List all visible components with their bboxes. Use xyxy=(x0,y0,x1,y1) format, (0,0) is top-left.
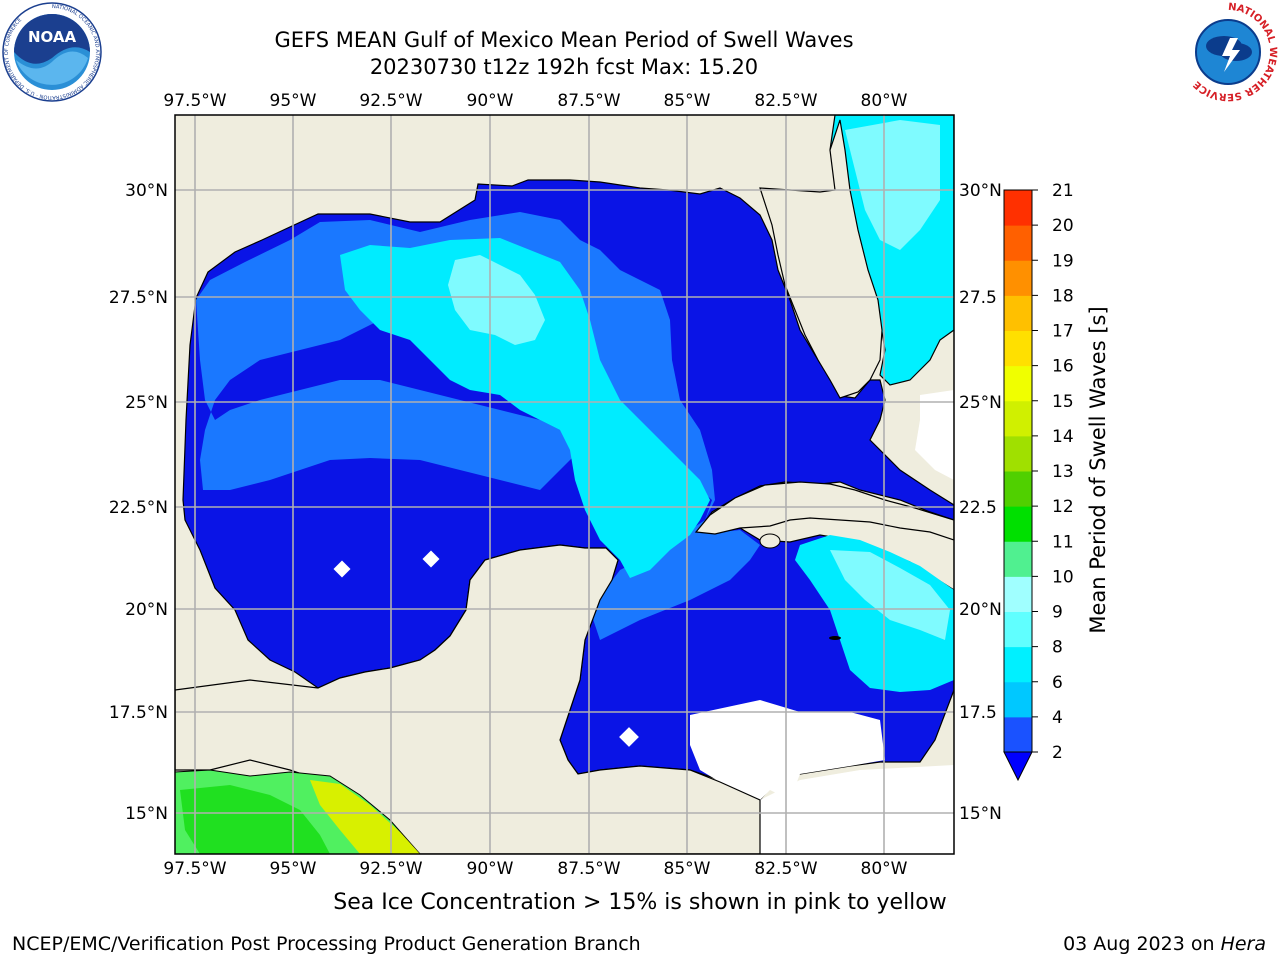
colorbar-segment xyxy=(1004,190,1032,226)
atlantic-light-zone xyxy=(845,120,940,250)
no-data-spot xyxy=(619,727,639,747)
colorbar-tick-label: 9 xyxy=(1052,603,1063,623)
lat-label-left: 20°N xyxy=(125,600,168,620)
no-data-caribbean xyxy=(690,700,885,800)
colorbar-segment xyxy=(1004,330,1032,367)
lon-label-top: 82.5°W xyxy=(754,91,817,111)
lat-label-left: 25°N xyxy=(125,393,168,413)
map-area xyxy=(175,115,954,854)
colorbar-tick-label: 11 xyxy=(1052,532,1074,552)
lat-label-right: 15°N xyxy=(959,804,1002,824)
lat-label-left: 30°N xyxy=(125,181,168,201)
lat-label-right: 17.5 xyxy=(959,703,997,723)
issue-date: 03 Aug 2023 on Hera xyxy=(1063,933,1266,955)
colorbar-segment xyxy=(1004,365,1032,402)
colorbar-segment xyxy=(1004,225,1032,261)
colorbar-tick-label: 15 xyxy=(1052,392,1074,412)
colorbar-tick-label: 2 xyxy=(1052,743,1063,763)
swell-zone-2-4s xyxy=(196,212,760,640)
pacific-swell-zone-yellow xyxy=(310,780,420,854)
colorbar-tick-label: 14 xyxy=(1052,427,1074,447)
lon-label-top: 90°W xyxy=(467,91,514,111)
colorbar-tick-label: 16 xyxy=(1052,357,1074,377)
lon-label-bottom: 90°W xyxy=(467,859,514,879)
lon-label-bottom: 82.5°W xyxy=(754,859,817,879)
isle-of-youth xyxy=(759,533,781,549)
colorbar-segment xyxy=(1004,541,1032,577)
issue-host: Hera xyxy=(1220,933,1266,955)
colorbar-tick-label: 21 xyxy=(1052,181,1074,201)
noaa-logo-text: NOAA xyxy=(28,28,77,46)
noaa-logo: NOAA NATIONAL OCEANIC AND ATMOSPHERIC AD… xyxy=(2,2,102,102)
cayman-island xyxy=(829,636,841,640)
lon-label-top: 87.5°W xyxy=(557,91,620,111)
colorbar-tick-label: 20 xyxy=(1052,216,1074,236)
lat-label-left: 15°N xyxy=(125,804,168,824)
swell-zone-4-6s xyxy=(340,238,710,578)
chart-title: GEFS MEAN Gulf of Mexico Mean Period of … xyxy=(274,28,854,52)
lat-label-left: 22.5°N xyxy=(109,498,168,518)
lon-label-bottom: 97.5°W xyxy=(163,859,226,879)
colorbar-segment xyxy=(1004,681,1032,718)
lat-label-right: 27.5 xyxy=(959,288,997,308)
colorbar-segment xyxy=(1004,611,1032,648)
lat-label-right: 25°N xyxy=(959,393,1002,413)
lat-label-right: 30°N xyxy=(959,181,1002,201)
lat-label-right: 20°N xyxy=(959,600,1002,620)
colorbar: 2 4 6 8 9 10 11 12 13 14 15 16 17 18 19 20 21 xyxy=(1003,181,1074,782)
axis-labels: 97.5°W 97.5°W 95°W 95°W 92.5°W 92.5°W 90°W 90°W… xyxy=(109,91,1002,879)
lon-label-top: 97.5°W xyxy=(163,91,226,111)
no-data-spot xyxy=(422,550,440,568)
issue-date-text: 03 Aug 2023 on xyxy=(1063,933,1215,955)
colorbar-extend-arrow xyxy=(1003,751,1033,782)
cuba-land xyxy=(694,481,954,541)
lon-label-top: 80°W xyxy=(861,91,908,111)
swell-zone-6-8s xyxy=(448,255,545,345)
map-gridlines xyxy=(175,115,954,854)
nws-logo: NATIONAL WEATHER SERVICE xyxy=(1179,2,1278,102)
colorbar-tick-label: 4 xyxy=(1052,708,1063,728)
sea-ice-note: Sea Ice Concentration > 15% is shown in … xyxy=(333,890,947,915)
colorbar-tick-label: 12 xyxy=(1052,497,1074,517)
no-data-east xyxy=(915,390,954,480)
map-frame xyxy=(174,114,955,855)
lat-label-right: 22.5 xyxy=(959,498,997,518)
caribbean-light-zone xyxy=(830,550,950,640)
colorbar-tick-label: 10 xyxy=(1052,567,1074,587)
credit-text: NCEP/EMC/Verification Post Processing Pr… xyxy=(12,933,641,955)
colorbar-segment xyxy=(1004,435,1032,472)
lon-label-bottom: 80°W xyxy=(861,859,908,879)
no-data-southeast xyxy=(760,765,954,854)
colorbar-segment xyxy=(1004,260,1032,296)
lat-label-left: 17.5°N xyxy=(109,703,168,723)
colorbar-segment xyxy=(1004,506,1032,542)
colorbar-tick-label: 6 xyxy=(1052,673,1063,693)
lon-label-bottom: 95°W xyxy=(270,859,317,879)
colorbar-tick-label: 8 xyxy=(1052,638,1063,658)
lon-label-top: 85°W xyxy=(664,91,711,111)
lon-label-bottom: 92.5°W xyxy=(359,859,422,879)
lon-label-bottom: 87.5°W xyxy=(557,859,620,879)
colorbar-segment xyxy=(1004,716,1032,753)
colorbar-label: Mean Period of Swell Waves [s] xyxy=(1086,306,1110,633)
colorbar-tick-label: 13 xyxy=(1052,462,1074,482)
colorbar-segment xyxy=(1004,295,1032,331)
colorbar-segment xyxy=(1004,646,1032,683)
lat-label-left: 27.5°N xyxy=(109,288,168,308)
florida-land xyxy=(759,119,883,399)
lon-label-top: 95°W xyxy=(270,91,317,111)
colorbar-tick-label: 18 xyxy=(1052,286,1074,306)
lon-label-bottom: 85°W xyxy=(664,859,711,879)
caribbean-cyan-zone xyxy=(795,535,954,692)
colorbar-tick-label: 19 xyxy=(1052,251,1074,271)
lon-label-top: 92.5°W xyxy=(359,91,422,111)
chart-subtitle: 20230730 t12z 192h fcst Max: 15.20 xyxy=(369,55,759,79)
colorbar-segment xyxy=(1004,471,1032,507)
no-data-spot xyxy=(333,560,351,578)
colorbar-segment xyxy=(1004,400,1032,437)
colorbar-segment xyxy=(1004,576,1032,612)
colorbar-tick-label: 17 xyxy=(1052,322,1074,342)
